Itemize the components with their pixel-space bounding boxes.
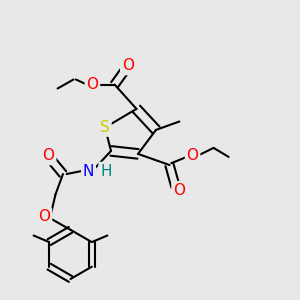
Text: H: H [100,164,112,178]
Text: O: O [38,209,50,224]
Text: S: S [100,120,110,135]
Text: O: O [187,148,199,164]
Text: N: N [83,164,94,178]
Text: O: O [43,148,55,164]
Text: O: O [86,77,98,92]
Text: O: O [173,183,185,198]
Text: O: O [122,58,134,74]
